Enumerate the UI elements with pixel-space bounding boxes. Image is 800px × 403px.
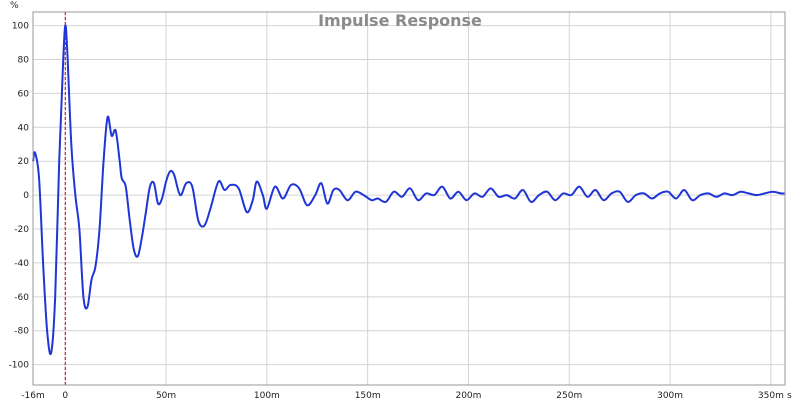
y-unit-label: % [10, 1, 19, 11]
y-tick-label: 40 [18, 123, 30, 133]
x-tick-label: 150m [355, 391, 381, 401]
tick-labels: 100 80 60 40 20 0 -20 -40 -60 -80 -100 -16m 0 50m 100m… [9, 22, 784, 401]
x-tick-label: 300m [657, 391, 683, 401]
x-tick-label: 50m [156, 391, 176, 401]
x-tick-label: 0 [62, 391, 68, 401]
y-tick-label: 60 [18, 89, 30, 99]
y-tick-label: -20 [14, 225, 29, 235]
y-tick-label: -40 [14, 259, 29, 269]
y-tick-label: 80 [18, 55, 30, 65]
x-tick-label: -16m [21, 391, 44, 401]
y-tick-label: 0 [23, 191, 29, 201]
y-tick-label: -80 [14, 327, 29, 337]
x-tick-label: 250m [556, 391, 582, 401]
x-tick-label: 100m [254, 391, 280, 401]
y-tick-label: 100 [12, 22, 29, 32]
chart-title: Impulse Response [318, 11, 482, 30]
y-tick-label: -100 [9, 361, 30, 371]
series-line [32, 24, 786, 356]
x-tick-label: 200m [455, 391, 481, 401]
plot-border [32, 11, 786, 386]
y-tick-label: 20 [18, 157, 30, 167]
y-tick-label: -60 [14, 293, 29, 303]
x-tick-label: 350m [758, 391, 784, 401]
x-unit-label: s [787, 391, 792, 401]
